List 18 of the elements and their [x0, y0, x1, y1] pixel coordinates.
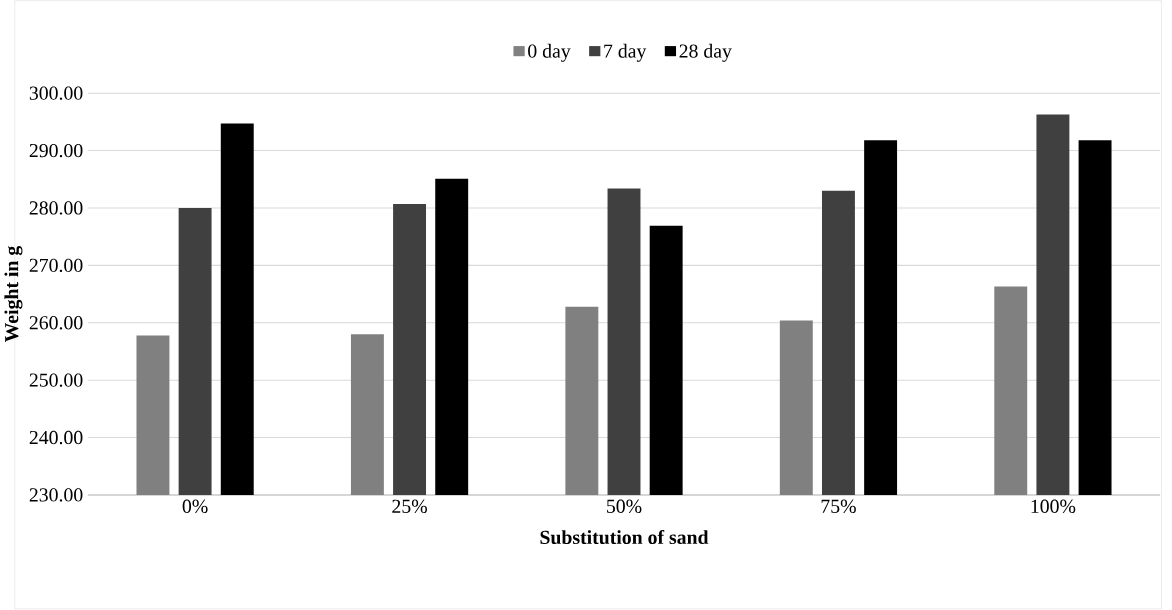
x-tick-label: 25%	[392, 499, 427, 514]
x-tick-label: 0%	[182, 499, 208, 514]
y-tick-label: 280.00	[29, 201, 83, 215]
x-tick-label: 50%	[607, 499, 642, 514]
x-axis-title: Substitution of sand	[540, 530, 709, 545]
y-axis-title: Weight in g	[4, 246, 23, 343]
legend-label: 28 day	[679, 44, 732, 63]
y-tick-label: 290.00	[29, 144, 83, 158]
legend-label: 7 day	[604, 44, 647, 63]
y-tick-label: 300.00	[29, 86, 83, 101]
y-tick-label: 240.00	[29, 431, 83, 445]
y-tick-label: 250.00	[29, 373, 83, 388]
legend-label: 0 day	[528, 44, 571, 63]
x-tick-label: 75%	[821, 499, 856, 514]
y-tick-label: 270.00	[29, 258, 83, 273]
x-tick-label: 100%	[1031, 499, 1076, 514]
y-tick-label: 230.00	[29, 488, 83, 502]
y-tick-label: 260.00	[29, 316, 83, 330]
